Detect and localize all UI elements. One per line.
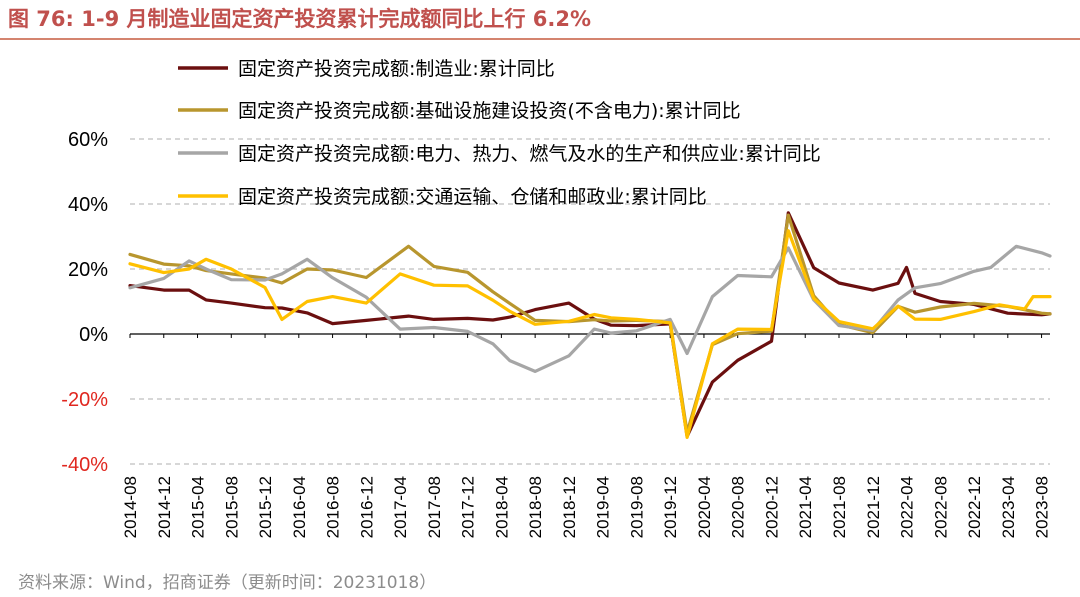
- x-tick-label: 2021-12: [864, 476, 883, 538]
- x-tick-label: 2017-08: [425, 476, 444, 538]
- x-tick-label: 2016-08: [324, 476, 343, 538]
- x-tick-label: 2017-04: [391, 476, 410, 538]
- x-tick-label: 2020-08: [729, 476, 748, 538]
- x-tick-label: 2022-12: [965, 476, 984, 538]
- legend-label: 固定资产投资完成额:电力、热力、燃气及水的生产和供应业:累计同比: [238, 143, 821, 165]
- x-tick-label: 2016-04: [290, 476, 309, 538]
- series-line-infrastructure: [128, 213, 1052, 435]
- x-tick-label: 2021-04: [796, 476, 815, 538]
- x-tick-label: 2020-12: [762, 476, 781, 538]
- x-tick-label: 2014-12: [155, 476, 174, 538]
- chart-axes: -40% -20% 0% 20% 40% 60% 2014-08 2014-12 2015-04…: [61, 129, 1051, 538]
- x-tick-label: 2020-04: [695, 476, 714, 538]
- chart-series: [128, 211, 1052, 439]
- x-tick-label: 2018-12: [560, 476, 579, 538]
- y-tick-label: 20%: [68, 259, 108, 281]
- x-tick-label: 2019-12: [661, 476, 680, 538]
- line-chart: -40% -20% 0% 20% 40% 60% 2014-08 2014-12 2015-04…: [61, 58, 1052, 538]
- source-note: 资料来源：Wind，招商证券（更新时间：20231018）: [18, 573, 437, 593]
- x-tick-label: 2016-12: [357, 476, 376, 538]
- x-tick-label: 2018-08: [526, 476, 545, 538]
- y-tick-label: 60%: [68, 129, 108, 151]
- x-tick-label: 2022-08: [931, 476, 950, 538]
- legend-label: 固定资产投资完成额:基础设施建设投资(不含电力):累计同比: [238, 100, 741, 122]
- x-tick-label: 2018-04: [492, 476, 511, 538]
- x-tick-label: 2023-04: [999, 476, 1018, 538]
- x-tick-label: 2014-08: [121, 476, 140, 538]
- series-line-manufacturing: [128, 211, 1052, 438]
- y-tick-label: -40%: [61, 454, 108, 476]
- series-line-transport: [128, 229, 1052, 439]
- legend-label: 固定资产投资完成额:交通运输、仓储和邮政业:累计同比: [238, 186, 707, 208]
- y-tick-label: 40%: [68, 194, 108, 216]
- y-tick-label: -20%: [61, 389, 108, 411]
- series-line-utilities: [128, 244, 1052, 373]
- legend-label: 固定资产投资完成额:制造业:累计同比: [238, 58, 555, 80]
- x-tick-label: 2017-12: [459, 476, 478, 538]
- x-tick-label: 2019-08: [627, 476, 646, 538]
- x-tick-label: 2015-12: [256, 476, 275, 538]
- figure-title: 图 76: 1-9 月制造业固定资产投资累计完成额同比上行 6.2%: [8, 7, 592, 31]
- y-tick-label: 0%: [79, 324, 108, 346]
- x-tick-label: 2019-04: [594, 476, 613, 538]
- x-tick-label: 2023-08: [1033, 476, 1052, 538]
- x-tick-label: 2015-04: [189, 476, 208, 538]
- x-tick-label: 2021-08: [830, 476, 849, 538]
- x-tick-label: 2022-04: [898, 476, 917, 538]
- title-divider: [0, 38, 1080, 40]
- chart-gridlines: [130, 138, 1050, 465]
- x-tick-label: 2015-08: [222, 476, 241, 538]
- chart-legend: 固定资产投资完成额:制造业:累计同比固定资产投资完成额:基础设施建设投资(不含电…: [178, 58, 821, 208]
